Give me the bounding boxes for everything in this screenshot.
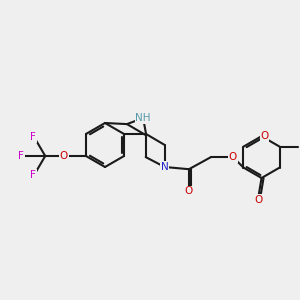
Text: O: O (254, 195, 262, 205)
Text: F: F (30, 170, 36, 180)
Text: NH: NH (135, 113, 151, 123)
Text: F: F (18, 151, 24, 161)
Text: O: O (260, 131, 269, 141)
Text: N: N (161, 162, 169, 172)
Text: F: F (30, 132, 36, 142)
Text: O: O (185, 186, 193, 196)
Text: O: O (60, 151, 68, 161)
Text: O: O (229, 152, 237, 162)
